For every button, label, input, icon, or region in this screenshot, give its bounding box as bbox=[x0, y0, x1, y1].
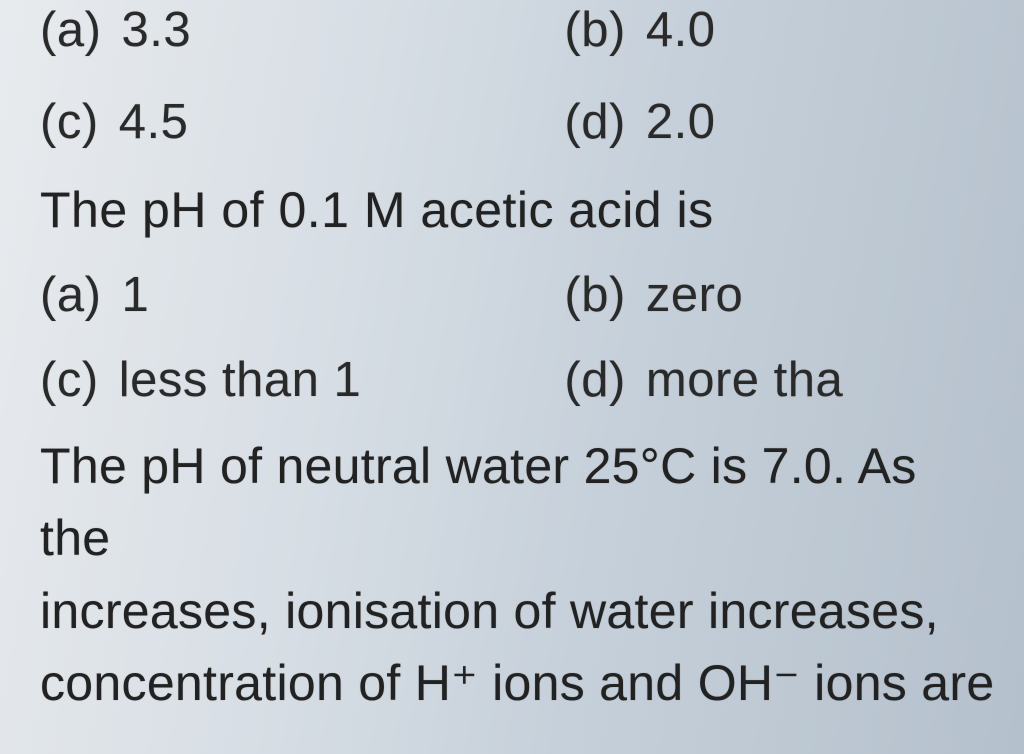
q1-option-d-value: 2.0 bbox=[646, 94, 716, 150]
q1-option-a-label: (a) bbox=[40, 2, 101, 58]
q1-option-c: (c) 4.5 bbox=[40, 94, 558, 150]
passage-line-1: The pH of neutral water 25°C is 7.0. As … bbox=[40, 430, 1000, 575]
q2-option-c: (c) less than 1 bbox=[40, 352, 558, 408]
exam-page: (a) 3.3 (b) 4.0 (c) 4.5 (d) 2.0 The pH o… bbox=[0, 0, 1024, 720]
q2-option-b-label: (b) bbox=[564, 267, 625, 323]
q1-option-a-value: 3.3 bbox=[122, 2, 192, 58]
q2-stem: The pH of 0.1 M acetic acid is bbox=[40, 179, 1000, 242]
q1-option-d-label: (d) bbox=[564, 94, 625, 150]
q1-option-c-label: (c) bbox=[40, 94, 99, 150]
passage-line-3: concentration of H⁺ ions and OH⁻ ions ar… bbox=[40, 647, 1000, 720]
q2-option-d-label: (d) bbox=[564, 352, 625, 408]
q2-options-row-1: (a) 1 (b) zero bbox=[40, 259, 1000, 323]
q2-option-d-value: more tha bbox=[646, 352, 843, 408]
q2-option-a-value: 1 bbox=[122, 267, 150, 323]
q2-options-row-2: (c) less than 1 (d) more tha bbox=[40, 324, 1000, 408]
q2-option-b: (b) zero bbox=[558, 267, 1000, 323]
q1-options-row-1: (a) 3.3 (b) 4.0 bbox=[40, 0, 1000, 58]
q1-options-row-2: (c) 4.5 (d) 2.0 bbox=[40, 58, 1000, 150]
q1-option-d: (d) 2.0 bbox=[558, 94, 1000, 150]
q1-option-b: (b) 4.0 bbox=[558, 2, 1000, 58]
passage-line-2: increases, ionisation of water increases… bbox=[40, 575, 1000, 648]
q2-option-a-label: (a) bbox=[40, 267, 101, 323]
q2-option-c-value: less than 1 bbox=[119, 352, 362, 408]
q1-option-a: (a) 3.3 bbox=[40, 2, 558, 58]
passage: The pH of neutral water 25°C is 7.0. As … bbox=[40, 430, 1000, 720]
q2-option-b-value: zero bbox=[646, 267, 743, 323]
q2-option-c-label: (c) bbox=[40, 352, 99, 408]
q1-option-c-value: 4.5 bbox=[119, 94, 189, 150]
q2-option-d: (d) more tha bbox=[558, 352, 1000, 408]
q1-option-b-label: (b) bbox=[564, 2, 625, 58]
q2-option-a: (a) 1 bbox=[40, 267, 558, 323]
q1-option-b-value: 4.0 bbox=[646, 2, 716, 58]
